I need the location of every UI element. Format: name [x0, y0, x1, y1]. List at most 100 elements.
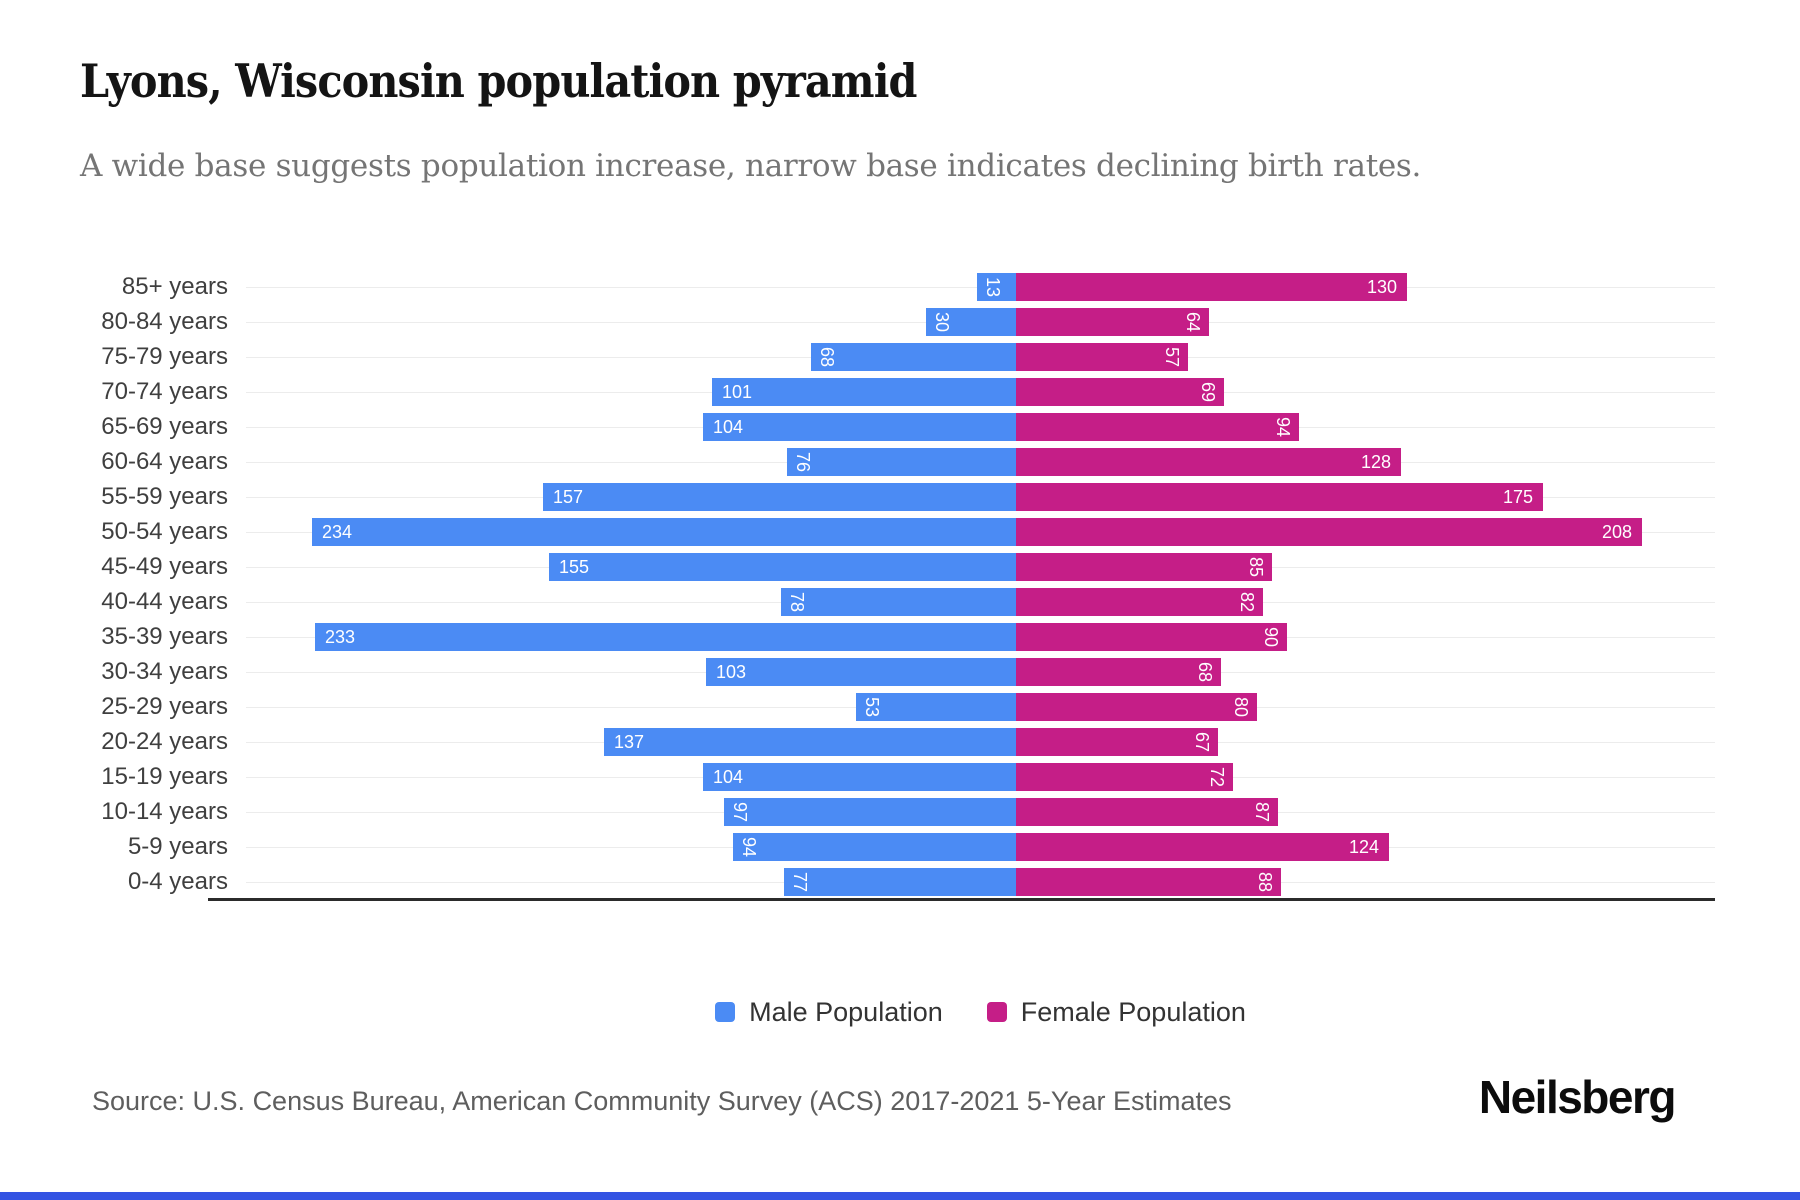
age-group-label: 70-74 years — [101, 378, 228, 405]
age-group-label: 15-19 years — [101, 763, 228, 790]
age-group-label: 35-39 years — [101, 623, 228, 650]
female-bar-value: 85 — [1246, 556, 1266, 577]
female-bar-value: 64 — [1183, 311, 1203, 332]
female-bar-value: 88 — [1255, 871, 1275, 892]
male-bar: 78 — [781, 587, 1016, 616]
male-bar-value: 97 — [730, 801, 750, 822]
female-bar: 130 — [1016, 272, 1407, 301]
female-bar-value: 80 — [1231, 696, 1251, 717]
female-bar: 208 — [1016, 517, 1642, 546]
female-bar-value: 69 — [1198, 381, 1218, 402]
page-title: Lyons, Wisconsin population pyramid — [80, 54, 917, 108]
male-bar: 234 — [312, 517, 1016, 546]
female-bar-value: 87 — [1252, 801, 1272, 822]
legend-item-female[interactable]: Female Population — [986, 996, 1246, 1028]
male-bar-value: 94 — [739, 836, 759, 857]
age-group-label: 25-29 years — [101, 693, 228, 720]
y-axis-labels: 85+ years 80-84 years 75-79 years 70-74 yea… — [60, 269, 228, 899]
male-bar: 137 — [604, 727, 1016, 756]
age-group-label: 20-24 years — [101, 728, 228, 755]
pyramid-plot: 13 130 30 64 68 57 101 69 104 94 76 128 157 175 234 208… — [208, 269, 1715, 901]
age-group-label: 5-9 years — [127, 833, 228, 860]
male-bar: 13 — [977, 272, 1016, 301]
age-group-label: 50-54 years — [101, 518, 228, 545]
female-bar: 175 — [1016, 482, 1543, 511]
female-bar: 90 — [1016, 622, 1287, 651]
male-bar: 68 — [811, 342, 1016, 371]
male-bar-value: 103 — [716, 661, 747, 682]
page-subtitle: A wide base suggests population increase… — [80, 148, 1422, 184]
male-bar-value: 68 — [817, 346, 837, 367]
female-bar-value: 68 — [1195, 661, 1215, 682]
male-bar-value: 157 — [553, 486, 584, 507]
male-bar: 94 — [733, 832, 1016, 861]
female-bar: 72 — [1016, 762, 1233, 791]
age-group-label: 45-49 years — [101, 553, 228, 580]
age-group-label: 40-44 years — [101, 588, 228, 615]
female-bar-value: 130 — [1366, 276, 1397, 297]
male-bar-value: 104 — [713, 766, 744, 787]
legend-label-male: Male Population — [749, 996, 943, 1027]
male-bar: 104 — [703, 412, 1016, 441]
source-note: Source: U.S. Census Bureau, American Com… — [92, 1086, 1232, 1116]
male-bar-value: 101 — [722, 381, 753, 402]
male-bar: 53 — [856, 692, 1016, 721]
male-bar-value: 104 — [713, 416, 744, 437]
female-bar-value: 82 — [1237, 591, 1257, 612]
female-bar: 124 — [1016, 832, 1389, 861]
male-bar: 155 — [549, 552, 1016, 581]
male-bar-value: 155 — [559, 556, 590, 577]
age-group-label: 30-34 years — [101, 658, 228, 685]
male-bar: 104 — [703, 762, 1016, 791]
legend-item-male[interactable]: Male Population — [715, 997, 943, 1028]
female-bar: 67 — [1016, 727, 1218, 756]
female-bar-value: 94 — [1273, 416, 1293, 437]
age-group-label: 10-14 years — [101, 798, 228, 825]
female-bar-value: 175 — [1502, 486, 1533, 507]
female-bar-value: 72 — [1207, 766, 1227, 787]
male-bar-value: 234 — [322, 521, 353, 542]
male-bar: 97 — [724, 797, 1016, 826]
female-bar: 82 — [1016, 587, 1263, 616]
female-bar-value: 208 — [1601, 521, 1632, 542]
female-bar: 85 — [1016, 552, 1272, 581]
female-bar: 88 — [1016, 867, 1281, 896]
male-legend-swatch — [715, 1002, 736, 1022]
female-bar: 57 — [1016, 342, 1188, 371]
age-group-label: 65-69 years — [101, 413, 228, 440]
female-bar: 68 — [1016, 657, 1221, 686]
male-bar-value: 77 — [790, 871, 810, 892]
female-bar: 94 — [1016, 412, 1299, 441]
female-bar: 128 — [1016, 447, 1401, 476]
male-bar-value: 76 — [793, 451, 813, 472]
female-bar-value: 57 — [1162, 346, 1182, 367]
male-bar-value: 233 — [325, 626, 356, 647]
male-bar: 76 — [787, 447, 1016, 476]
female-bar-value: 124 — [1348, 836, 1379, 857]
x-axis-line — [208, 898, 1715, 901]
age-group-label: 60-64 years — [101, 448, 228, 475]
female-bar: 64 — [1016, 307, 1209, 336]
male-bar: 77 — [784, 867, 1016, 896]
chart-legend: Male Population Female Population — [246, 990, 1715, 1034]
female-bar-value: 67 — [1192, 731, 1212, 752]
legend-label-female: Female Population — [1020, 996, 1246, 1027]
female-bar: 87 — [1016, 797, 1278, 826]
male-bar: 233 — [315, 622, 1016, 651]
male-bar-value: 30 — [932, 311, 952, 332]
male-bar: 157 — [543, 482, 1016, 511]
male-bar-value: 137 — [614, 731, 645, 752]
male-bar-value: 53 — [862, 696, 882, 717]
brand-logo: Neilsberg — [1478, 1071, 1677, 1123]
male-bar: 103 — [706, 657, 1016, 686]
age-group-label: 55-59 years — [101, 483, 228, 510]
male-bar: 101 — [712, 377, 1016, 406]
age-group-label: 85+ years — [121, 273, 228, 300]
female-bar-value: 128 — [1360, 451, 1391, 472]
male-bar-value: 13 — [983, 276, 1003, 297]
female-bar-value: 90 — [1261, 626, 1281, 647]
female-legend-swatch — [986, 1002, 1007, 1022]
female-bar: 80 — [1016, 692, 1257, 721]
male-bar: 30 — [926, 307, 1016, 336]
